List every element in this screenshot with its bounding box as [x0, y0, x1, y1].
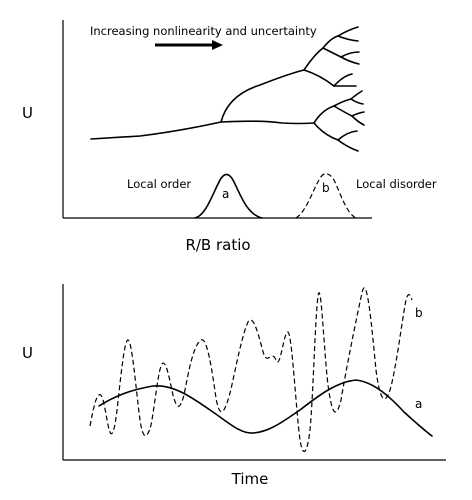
peak-b [295, 173, 357, 219]
local-order-label: Local order [127, 177, 191, 191]
top-annotation: Increasing nonlinearity and uncertainty [90, 24, 317, 38]
bottom-x-label: Time [231, 470, 269, 488]
peak-b-label: b [322, 181, 330, 195]
top-x-label: R/B ratio [185, 236, 250, 254]
series-b-label: b [415, 306, 423, 320]
top-panel: Increasing nonlinearity and uncertainty … [22, 20, 437, 254]
peak-a-label: a [222, 187, 229, 201]
bottom-y-label: U [22, 344, 33, 362]
local-disorder-label: Local disorder [356, 177, 437, 191]
series-a-line [98, 379, 433, 437]
direction-arrow [155, 40, 223, 50]
series-a-label: a [415, 397, 422, 411]
series-b-line [89, 287, 413, 452]
bottom-panel: U Time b a [22, 284, 446, 488]
bifurcation-tree [90, 26, 365, 152]
peak-a [194, 173, 263, 219]
top-y-label: U [22, 104, 33, 122]
